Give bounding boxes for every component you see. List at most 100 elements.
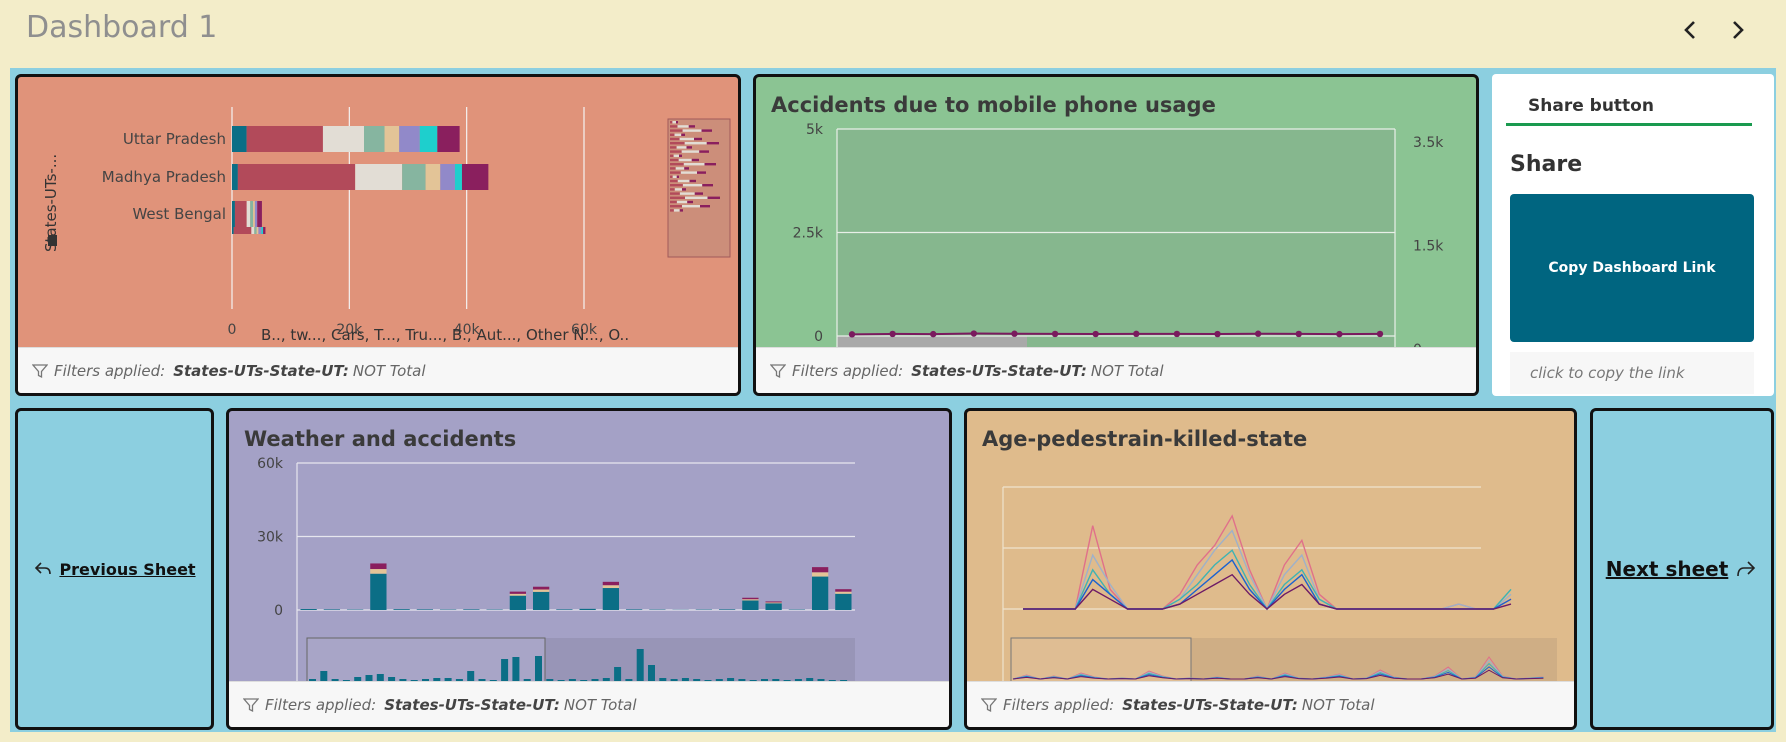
chevron-left-icon[interactable] (1676, 16, 1704, 44)
weather-bar (393, 609, 410, 610)
weather-bar (300, 609, 317, 610)
state-mini-mark (702, 184, 713, 187)
state-bar-segment (246, 126, 323, 152)
copy-dashboard-link-button[interactable]: Copy Dashboard Link (1510, 194, 1754, 342)
state-tick-label: 20k (336, 322, 363, 338)
weather-bar-segment (742, 599, 759, 601)
filter-icon (770, 363, 786, 378)
mobile-scroll-thumb[interactable] (837, 336, 1027, 347)
weather-mini-bar (376, 674, 384, 681)
mobile-point (848, 331, 856, 338)
state-bar-segment (437, 126, 460, 152)
state-bar-segment (261, 227, 264, 234)
state-bar-segment (355, 164, 403, 190)
weather-bar-segment (370, 569, 387, 574)
mobile-right-tick: 0 (1413, 342, 1422, 347)
weather-mini-bar (704, 680, 712, 681)
state-mini-mark (679, 154, 682, 157)
state-category-label: West Bengal (132, 205, 226, 223)
weather-mini-bar (512, 657, 520, 681)
state-chart-panel[interactable]: States-UTs-... Uttar Pradesh Madhya Prade… (15, 74, 741, 396)
filter-icon (243, 697, 259, 712)
weather-mini-bar (410, 680, 418, 681)
weather-mini-bar (478, 679, 486, 681)
state-mini-mark (706, 142, 719, 145)
state-legend-text: B.., tw..., Cars, T..., Tru..., B., Aut.… (261, 326, 629, 344)
state-mini-mark (689, 179, 696, 183)
state-chart[interactable]: States-UTs-... Uttar Pradesh Madhya Prade… (18, 77, 738, 347)
state-bar-segment (384, 126, 400, 152)
state-mini-mark (674, 188, 682, 191)
age-series-line (1023, 549, 1512, 611)
state-mini-mark (676, 121, 678, 124)
weather-mini-bar (580, 680, 588, 681)
state-mini-mark (677, 125, 689, 128)
mobile-point (970, 330, 978, 337)
mobile-filter-footer: Filters applied: States-UTs-State-UT: NO… (756, 347, 1476, 393)
state-mini-mark (699, 150, 709, 153)
state-mini-mark (682, 129, 702, 132)
mobile-chart[interactable]: 5k 3.5k 2.5k 1.5k 0 0 (756, 77, 1476, 347)
chevron-right-icon[interactable] (1724, 16, 1752, 44)
weather-chart[interactable]: 60k 30k 0 (229, 411, 949, 683)
weather-bar (509, 595, 527, 610)
weather-mini-bar (422, 679, 429, 681)
weather-mini-bar (568, 679, 576, 681)
state-tick-label: 60k (571, 322, 598, 338)
next-sheet-label: Next sheet (1605, 557, 1729, 581)
age-chart-panel[interactable]: Age-pedestrain-killed-state Filters appl… (964, 408, 1577, 730)
state-mini-mark (670, 158, 679, 162)
weather-tick-label: 0 (274, 603, 283, 619)
state-bar-segment (246, 201, 251, 227)
state-mini-mark (670, 184, 683, 187)
previous-sheet-link[interactable]: Previous Sheet (33, 560, 196, 579)
filter-key: States-UTs-State-UT: (911, 361, 1087, 380)
state-mini-mark (707, 196, 720, 199)
state-mini-mark (694, 137, 702, 141)
age-chart-title: Age-pedestrain-killed-state (982, 427, 1308, 451)
age-filter-footer: Filters applied: States-UTs-State-UT: NO… (967, 681, 1574, 727)
weather-mini-bar (840, 680, 848, 681)
weather-bar-segment (742, 597, 759, 600)
weather-mini-bar (399, 679, 407, 681)
dashboard-title: Dashboard 1 (26, 10, 218, 45)
weather-bar (811, 576, 829, 610)
weather-mini-bar (693, 679, 701, 681)
mobile-point (1214, 330, 1221, 338)
weather-mini-bar (625, 679, 633, 681)
weather-mini-bar (546, 679, 554, 681)
filter-prefix: Filters applied: (54, 361, 166, 380)
weather-mini-bar (648, 665, 655, 681)
state-mini-mark (670, 125, 678, 128)
state-mini-mark (673, 209, 680, 212)
state-bar-segment (425, 164, 441, 190)
state-bar-segment (263, 227, 266, 234)
weather-mini-bar (614, 667, 622, 681)
weather-bar-segment (765, 601, 782, 603)
weather-mini-selection[interactable] (306, 637, 546, 683)
state-mini-mark (670, 200, 677, 204)
weather-mini-bar (455, 679, 463, 681)
state-mini-mark (670, 121, 673, 124)
state-mini-mark (670, 167, 676, 170)
weather-mini-bar (354, 677, 362, 681)
previous-sheet-panel[interactable]: Previous Sheet (15, 408, 214, 730)
mobile-chart-panel[interactable]: Accidents due to mobile phone usage 5k 3.… (753, 74, 1479, 396)
next-sheet-link[interactable]: Next sheet (1606, 557, 1759, 581)
share-panel: Share button Share Copy Dashboard Link c… (1492, 74, 1774, 396)
state-mini-mark (688, 125, 695, 128)
mobile-point (1011, 330, 1018, 337)
state-filter-footer: Filters applied: States-UTs-State-UT: NO… (18, 347, 738, 393)
filter-key: States-UTs-State-UT: (384, 695, 560, 714)
mobile-point (889, 330, 896, 338)
filter-key: States-UTs-State-UT: (173, 361, 349, 380)
weather-chart-panel[interactable]: Weather and accidents 60k 30k 0 Filters ap… (226, 408, 952, 730)
mobile-left-tick: 5k (806, 122, 824, 138)
state-bar-segment (399, 126, 420, 152)
state-tick-label: 40k (454, 322, 481, 338)
age-chart[interactable] (967, 411, 1577, 683)
weather-mini-bar (749, 680, 757, 681)
next-sheet-panel[interactable]: Next sheet (1590, 408, 1774, 730)
weather-bar (835, 593, 852, 610)
tab-share-button[interactable]: Share button (1506, 96, 1752, 126)
